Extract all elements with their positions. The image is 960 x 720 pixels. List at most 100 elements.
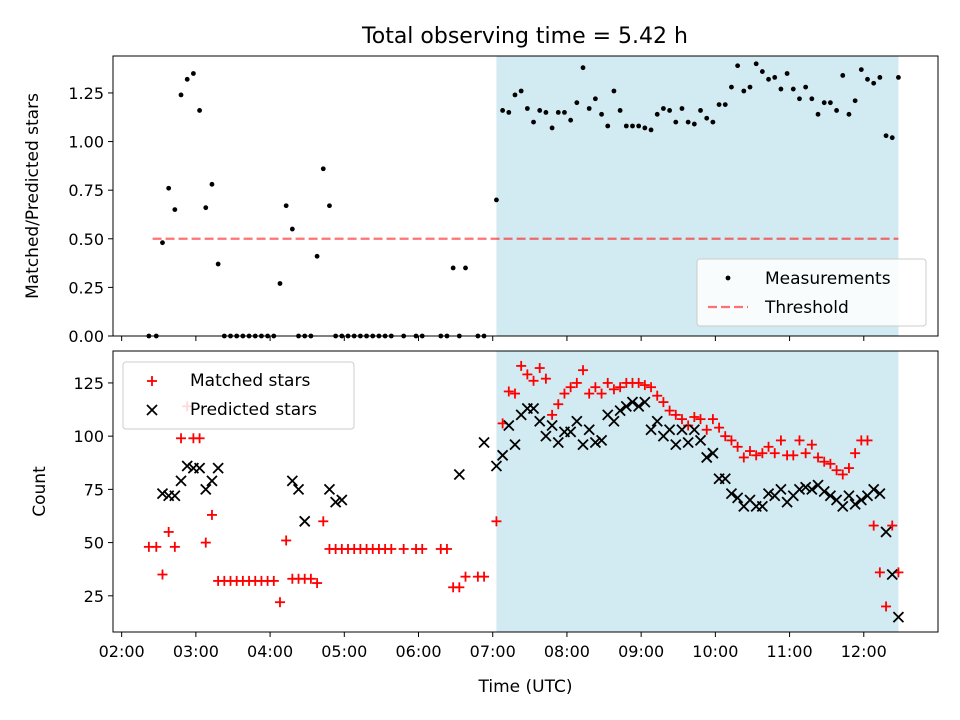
measurement-point [630, 123, 635, 129]
predicted-star-marker [509, 439, 521, 451]
measurement-point [555, 109, 561, 115]
measurement-point [691, 121, 697, 127]
predicted-star-marker [688, 424, 700, 436]
measurement-point [524, 106, 530, 111]
measurement-point [679, 106, 685, 111]
matched-star-marker [553, 399, 564, 410]
matched-star-marker [522, 369, 533, 380]
matched-star-marker [274, 597, 285, 608]
matched-star-marker [670, 409, 681, 420]
measurement-point [852, 98, 858, 104]
bottom-y-tick-label: 75 [84, 480, 104, 499]
measurement-point [184, 76, 190, 82]
measurement-point [642, 125, 648, 131]
measurement-point [562, 109, 567, 115]
top-y-tick-label: 0.75 [68, 181, 104, 200]
measurement-point [494, 197, 499, 203]
matched-star-marker [794, 435, 805, 446]
bottom-y-tick-label: 50 [84, 534, 104, 553]
legend-measurement-marker [725, 275, 731, 281]
measurement-point [209, 181, 215, 187]
matched-star-marker [775, 435, 786, 446]
matched-star-marker [874, 567, 885, 578]
measurement-point [617, 108, 623, 113]
predicted-star-marker [299, 515, 311, 527]
matched-star-marker [850, 448, 861, 459]
predicted-star-marker [725, 487, 738, 500]
top-legend: Measurements Threshold [696, 258, 927, 327]
matched-star-marker [281, 535, 292, 546]
matched-star-marker [639, 380, 650, 391]
predicted-star-marker [880, 526, 892, 538]
measurement-point [500, 108, 506, 113]
measurement-point [784, 71, 790, 76]
measurement-point [586, 106, 592, 111]
top-panel: 0.00 0.25 0.50 0.75 1.00 1.25 Matched/Predict… [23, 55, 939, 346]
matched-star-marker [206, 509, 217, 520]
measurement-point [605, 123, 611, 129]
matched-star-marker [194, 433, 205, 444]
top-legend-box [696, 258, 927, 327]
matched-star-marker [578, 365, 589, 376]
measurement-point [790, 86, 796, 92]
matched-star-marker [831, 465, 842, 476]
matched-star-marker [169, 541, 180, 552]
predicted-star-marker [175, 475, 187, 487]
measurement-point [827, 100, 833, 106]
measurement-point [320, 166, 326, 172]
measurement-point [871, 80, 877, 86]
matched-star-marker [584, 388, 595, 399]
predicted-star-marker [633, 400, 645, 412]
predicted-star-marker [589, 436, 602, 449]
matched-star-marker [800, 448, 811, 459]
matched-star-marker [664, 405, 675, 416]
measurement-point [809, 96, 815, 102]
predicted-star-marker [645, 424, 657, 436]
predicted-star-marker [169, 490, 181, 502]
legend-measurements-label: Measurements [765, 269, 891, 289]
matched-star-marker [151, 541, 162, 552]
predicted-star-marker [608, 415, 620, 427]
matched-star-marker [305, 573, 316, 584]
matched-star-marker [608, 384, 619, 395]
measurement-point [815, 111, 821, 117]
measurement-point [450, 265, 456, 271]
top-y-ticks: 0.00 0.25 0.50 0.75 1.00 1.25 [68, 84, 113, 346]
predicted-star-marker [874, 487, 886, 500]
legend-predicted-label: Predicted stars [190, 400, 317, 420]
matched-star-marker [200, 537, 211, 548]
matched-star-marker [757, 448, 768, 459]
measurement-point [599, 111, 604, 117]
predicted-star-marker [651, 415, 663, 427]
measurement-point [215, 261, 221, 267]
matched-star-marker [701, 424, 712, 435]
measurement-point [543, 109, 549, 115]
matched-star-marker [732, 441, 743, 452]
matched-star-marker [454, 582, 465, 593]
measurement-point [729, 84, 734, 90]
matched-star-marker [268, 575, 279, 586]
predicted-star-marker [534, 415, 546, 427]
predicted-star-marker [571, 415, 583, 427]
matched-star-marker [881, 601, 892, 612]
predicted-star-marker [490, 460, 503, 472]
matched-star-marker [509, 388, 520, 399]
measurement-point [741, 88, 747, 94]
legend-predicted-marker [146, 404, 158, 416]
matched-star-marker [528, 375, 539, 386]
bottom-y-ticks: 25 50 75 100 125 [73, 374, 113, 606]
bottom-x-tick-label: 08:00 [544, 642, 590, 661]
bottom-y-tick-label: 125 [73, 374, 104, 393]
bottom-x-tick-label: 03:00 [173, 642, 219, 661]
predicted-star-marker [762, 487, 775, 500]
predicted-star-marker [775, 483, 787, 496]
matched-star-marker [516, 360, 527, 371]
measurement-point [580, 65, 586, 71]
matched-star-marker [646, 382, 657, 393]
predicted-star-marker [595, 434, 608, 447]
top-y-tick-label: 0.25 [68, 278, 104, 297]
predicted-star-marker [583, 424, 595, 436]
matched-star-marker [837, 469, 848, 480]
predicted-star-marker [577, 439, 589, 451]
matched-star-marker [652, 390, 663, 401]
